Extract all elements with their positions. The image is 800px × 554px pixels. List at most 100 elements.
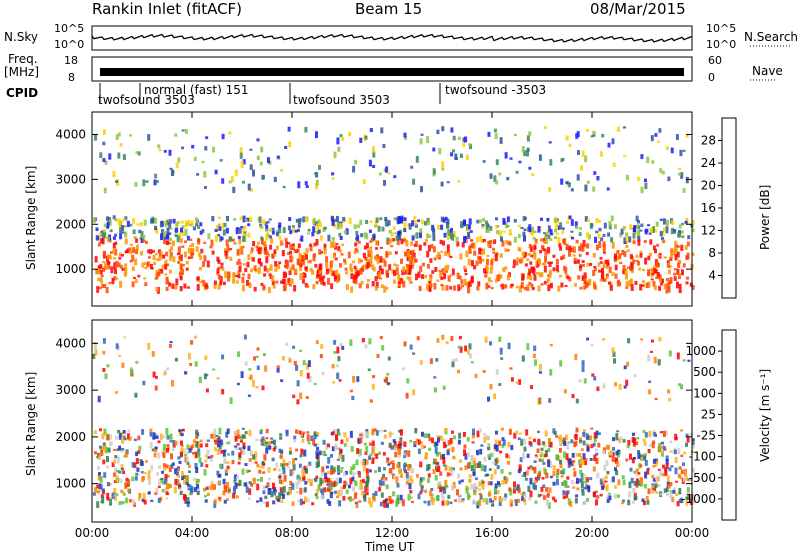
power-data-cell [267,157,270,164]
power-data-cell [537,259,541,265]
velocity-data-cell [255,386,259,389]
power-data-cell [131,254,135,262]
velocity-data-cell [99,428,102,432]
velocity-data-cell [403,454,407,459]
power-data-cell [350,273,354,280]
power-data-cell [586,243,590,249]
velocity-data-cell [688,478,692,482]
power-data-cell [139,222,143,227]
power-data-cell [157,144,161,149]
velocity-data-cell [633,374,637,378]
velocity-data-cell [97,395,101,403]
power-data-cell [303,273,307,279]
power-data-cell [583,272,587,275]
velocity-data-cell [478,461,482,468]
velocity-data-cell [689,432,693,437]
power-data-cell [388,251,392,256]
velocity-data-cell [386,500,390,504]
power-data-cell [570,230,574,233]
power-data-cell [164,222,168,228]
power-data-cell [411,249,415,256]
power-data-cell [623,154,627,157]
power-data-cell [644,257,648,265]
velocity-data-cell [571,394,575,399]
velocity-data-cell [555,479,559,486]
velocity-data-cell [308,376,312,383]
power-data-cell [163,238,166,245]
power-data-cell [468,218,472,225]
velocity-data-cell [143,499,147,505]
power-data-cell [513,236,517,243]
velocity-data-cell [262,353,266,357]
velocity-data-cell [383,429,387,432]
power-data-cell [277,264,280,270]
velocity-data-cell [454,499,458,502]
power-data-cell [296,248,300,253]
power-data-cell [412,178,416,185]
velocity-data-cell [526,343,530,350]
velocity-data-cell [484,474,488,477]
power-data-cell [349,263,353,271]
velocity-data-cell [447,494,451,499]
velocity-data-cell [480,444,484,447]
velocity-data-cell [583,378,587,384]
velocity-data-cell [272,500,276,505]
velocity-data-cell [130,368,134,376]
velocity-data-cell [558,447,562,453]
velocity-data-cell [676,501,680,507]
power-data-cell [636,231,640,238]
velocity-data-cell [233,480,237,484]
power-data-cell [237,270,241,275]
velocity-data-cell [282,486,286,493]
power-data-cell [98,287,102,290]
velocity-data-cell [395,500,399,507]
power-data-cell [319,263,323,271]
velocity-data-cell [244,431,248,435]
x-axis-title: Time UT [365,540,415,554]
power-data-cell [479,248,483,252]
velocity-data-cell [113,488,117,495]
velocity-data-cell [523,502,527,506]
power-colorbar-tick-label: 20 [701,179,716,193]
velocity-data-cell [307,478,311,483]
power-data-cell [185,260,189,265]
power-data-cell [405,264,409,271]
power-data-cell [436,279,440,282]
velocity-data-cell [660,443,664,446]
power-data-cell [320,251,323,254]
power-data-cell [331,219,335,226]
power-data-cell [686,241,690,247]
power-data-cell [438,270,442,273]
velocity-data-cell [528,441,532,445]
velocity-data-cell [494,458,498,466]
velocity-data-cell [517,469,521,474]
power-data-cell [294,268,297,274]
velocity-data-cell [378,487,382,492]
velocity-data-cell [411,500,414,504]
power-data-cell [256,138,260,142]
velocity-data-cell [635,468,639,472]
power-data-cell [485,222,489,228]
velocity-data-cell [113,448,117,451]
velocity-data-cell [659,444,663,450]
velocity-data-cell [659,470,663,477]
power-data-cell [377,225,381,232]
velocity-data-cell [236,482,240,487]
velocity-data-cell [627,440,631,446]
power-data-cell [155,273,159,280]
velocity-data-cell [440,454,443,460]
velocity-data-cell [115,343,119,349]
power-data-cell [274,267,278,272]
velocity-data-cell [417,439,421,446]
velocity-data-cell [248,458,252,462]
power-data-cell [119,252,122,256]
power-data-cell [602,262,606,268]
power-data-cell [415,155,419,163]
power-data-cell [262,175,265,179]
power-data-cell [451,268,455,276]
velocity-data-cell [578,379,582,383]
power-data-cell [428,280,432,286]
power-data-cell [278,222,282,227]
freq-tick-top: 18 [64,54,78,67]
power-data-cell [522,231,526,237]
